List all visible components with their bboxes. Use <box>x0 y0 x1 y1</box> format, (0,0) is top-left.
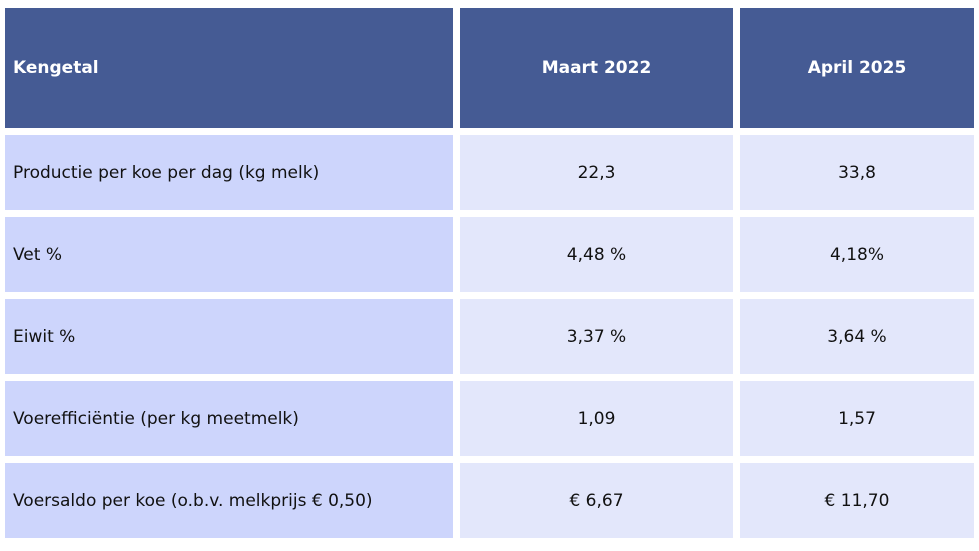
row-label: Voersaldo per koe (o.b.v. melkprijs € 0,… <box>5 463 453 538</box>
cell-maart-2022: 1,09 <box>460 381 733 456</box>
kengetallen-table: Kengetal Maart 2022 April 2025 Productie… <box>5 8 974 538</box>
cell-maart-2022: 4,48 % <box>460 217 733 292</box>
cell-maart-2022: 22,3 <box>460 135 733 210</box>
cell-april-2025: 33,8 <box>740 135 974 210</box>
cell-maart-2022: € 6,67 <box>460 463 733 538</box>
cell-april-2025: € 11,70 <box>740 463 974 538</box>
row-label: Vet % <box>5 217 453 292</box>
cell-april-2025: 4,18% <box>740 217 974 292</box>
row-label: Eiwit % <box>5 299 453 374</box>
row-label: Voerefficiëntie (per kg meetmelk) <box>5 381 453 456</box>
row-label: Productie per koe per dag (kg melk) <box>5 135 453 210</box>
cell-april-2025: 1,57 <box>740 381 974 456</box>
header-maart-2022: Maart 2022 <box>460 8 733 128</box>
cell-april-2025: 3,64 % <box>740 299 974 374</box>
cell-maart-2022: 3,37 % <box>460 299 733 374</box>
header-kengetal: Kengetal <box>5 8 453 128</box>
header-april-2025: April 2025 <box>740 8 974 128</box>
